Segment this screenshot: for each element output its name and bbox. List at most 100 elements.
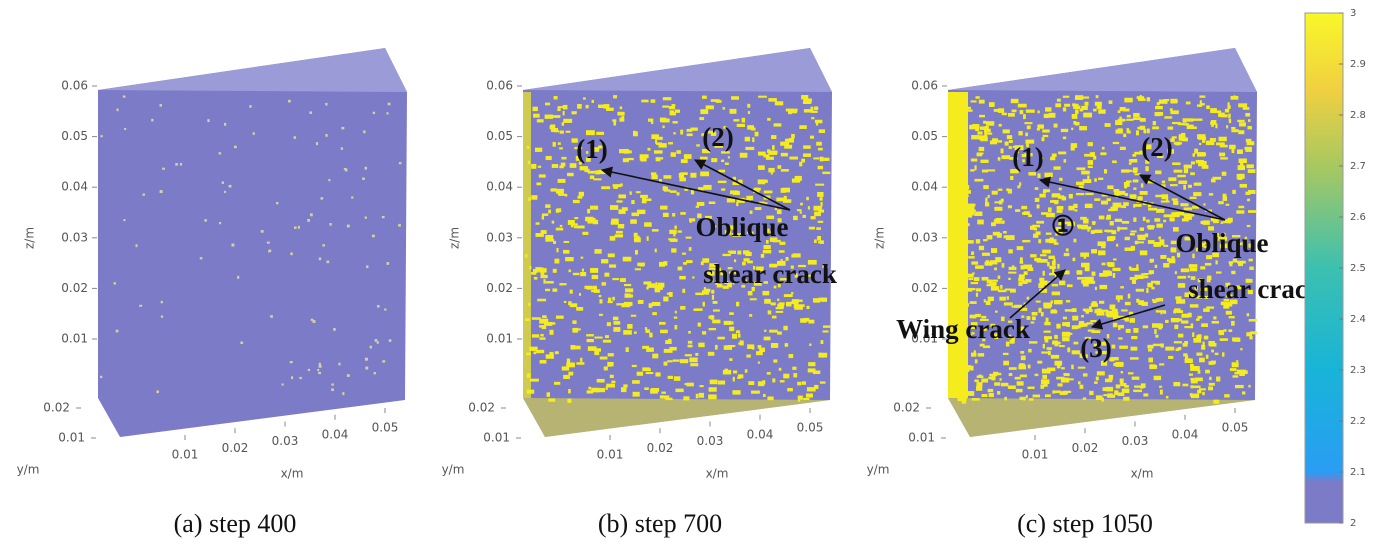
crack-speck xyxy=(1102,263,1106,266)
crack-speck xyxy=(674,376,680,381)
crack-speck xyxy=(975,359,978,363)
crack-speck xyxy=(124,128,126,130)
crack-speck xyxy=(1196,335,1201,339)
crack-speck xyxy=(1132,154,1136,157)
crack-speck xyxy=(1218,201,1224,204)
crack-speck xyxy=(1004,302,1013,305)
crack-speck xyxy=(1121,169,1129,172)
crack-speck xyxy=(1022,240,1030,242)
crack-speck xyxy=(1229,119,1231,123)
crack-speck xyxy=(987,235,993,239)
crack-speck xyxy=(971,353,976,357)
crack-speck xyxy=(114,282,116,285)
crack-speck xyxy=(1043,271,1045,276)
z-tick-label: 0.05 xyxy=(911,129,938,143)
crack-speck xyxy=(1242,391,1245,394)
crack-speck xyxy=(234,146,237,149)
crack-speck xyxy=(1156,310,1165,312)
crack-speck xyxy=(1000,285,1002,289)
crack-speck xyxy=(647,236,649,241)
crack-speck xyxy=(372,235,375,238)
crack-speck xyxy=(818,221,823,223)
crack-speck xyxy=(994,109,1000,112)
crack-speck xyxy=(1098,241,1106,246)
crack-speck xyxy=(1030,254,1036,257)
crack-speck xyxy=(1199,143,1201,145)
crack-speck xyxy=(974,179,983,182)
crack-speck xyxy=(1246,164,1253,168)
crack-speck xyxy=(1223,194,1227,198)
crack-speck xyxy=(1104,169,1107,173)
crack-speck xyxy=(728,156,730,158)
crack-speck xyxy=(696,206,699,208)
crack-speck xyxy=(136,244,138,247)
crack-speck xyxy=(1053,166,1060,169)
crack-speck xyxy=(270,315,273,318)
crack-speck xyxy=(1146,288,1148,293)
crack-speck xyxy=(1122,221,1129,224)
x-tick-label: 0.01 xyxy=(1022,448,1049,462)
crack-speck xyxy=(1016,389,1023,392)
crack-speck xyxy=(1168,177,1176,181)
crack-speck xyxy=(803,153,811,157)
crack-speck xyxy=(1091,230,1095,234)
crack-speck xyxy=(533,114,540,118)
crack-speck xyxy=(669,230,676,234)
crack-speck xyxy=(775,101,783,105)
crack-speck xyxy=(386,112,388,114)
crack-speck xyxy=(1219,153,1225,157)
edge-crack xyxy=(948,92,968,398)
crack-speck xyxy=(604,366,608,370)
crack-speck xyxy=(1035,187,1039,190)
crack-speck xyxy=(980,344,985,347)
crack-speck xyxy=(1148,240,1155,244)
crack-speck xyxy=(1054,300,1063,304)
crack-speck xyxy=(338,363,340,366)
crack-speck xyxy=(981,378,988,382)
crack-speck xyxy=(219,222,221,224)
crack-speck xyxy=(1099,216,1105,220)
crack-speck xyxy=(1094,178,1097,181)
crack-speck xyxy=(328,179,330,181)
crack-speck xyxy=(1230,368,1237,371)
crack-speck xyxy=(1025,279,1031,282)
crack-speck xyxy=(711,158,717,162)
crack-speck xyxy=(1175,296,1181,299)
crack-speck xyxy=(1115,120,1122,125)
crack-speck xyxy=(573,273,580,275)
crack-speck xyxy=(642,346,649,349)
crack-speck xyxy=(1231,321,1235,326)
crack-speck xyxy=(635,268,641,270)
crack-speck xyxy=(1108,209,1115,211)
crack-speck xyxy=(702,331,706,334)
annotation: Wing crack xyxy=(896,314,1030,344)
crack-speck xyxy=(224,191,226,193)
crack-speck xyxy=(977,220,984,225)
crack-speck xyxy=(1123,109,1129,112)
crack-speck xyxy=(1178,283,1185,288)
crack-speck xyxy=(1178,334,1183,338)
crack-speck xyxy=(1052,269,1054,274)
crack-speck xyxy=(550,124,555,129)
crack-speck xyxy=(1044,173,1052,177)
crack-speck xyxy=(123,219,125,221)
crack-speck xyxy=(563,250,569,254)
crack-speck xyxy=(1192,386,1200,389)
crack-speck xyxy=(1063,317,1067,320)
crack-speck xyxy=(1169,218,1174,222)
crack-speck xyxy=(100,376,102,378)
crack-speck xyxy=(1206,141,1214,146)
crack-speck xyxy=(1101,310,1109,312)
crack-speck xyxy=(1048,351,1051,355)
crack-speck xyxy=(567,359,570,364)
crack-speck xyxy=(1054,124,1058,128)
crack-speck xyxy=(708,316,714,319)
crack-speck xyxy=(1084,154,1090,157)
crack-speck xyxy=(980,126,985,130)
crack-speck xyxy=(224,123,226,126)
crack-speck xyxy=(1129,266,1132,269)
crack-speck xyxy=(1033,395,1040,398)
crack-speck xyxy=(1020,110,1024,114)
crack-speck xyxy=(816,227,821,230)
crack-speck xyxy=(1105,123,1111,127)
